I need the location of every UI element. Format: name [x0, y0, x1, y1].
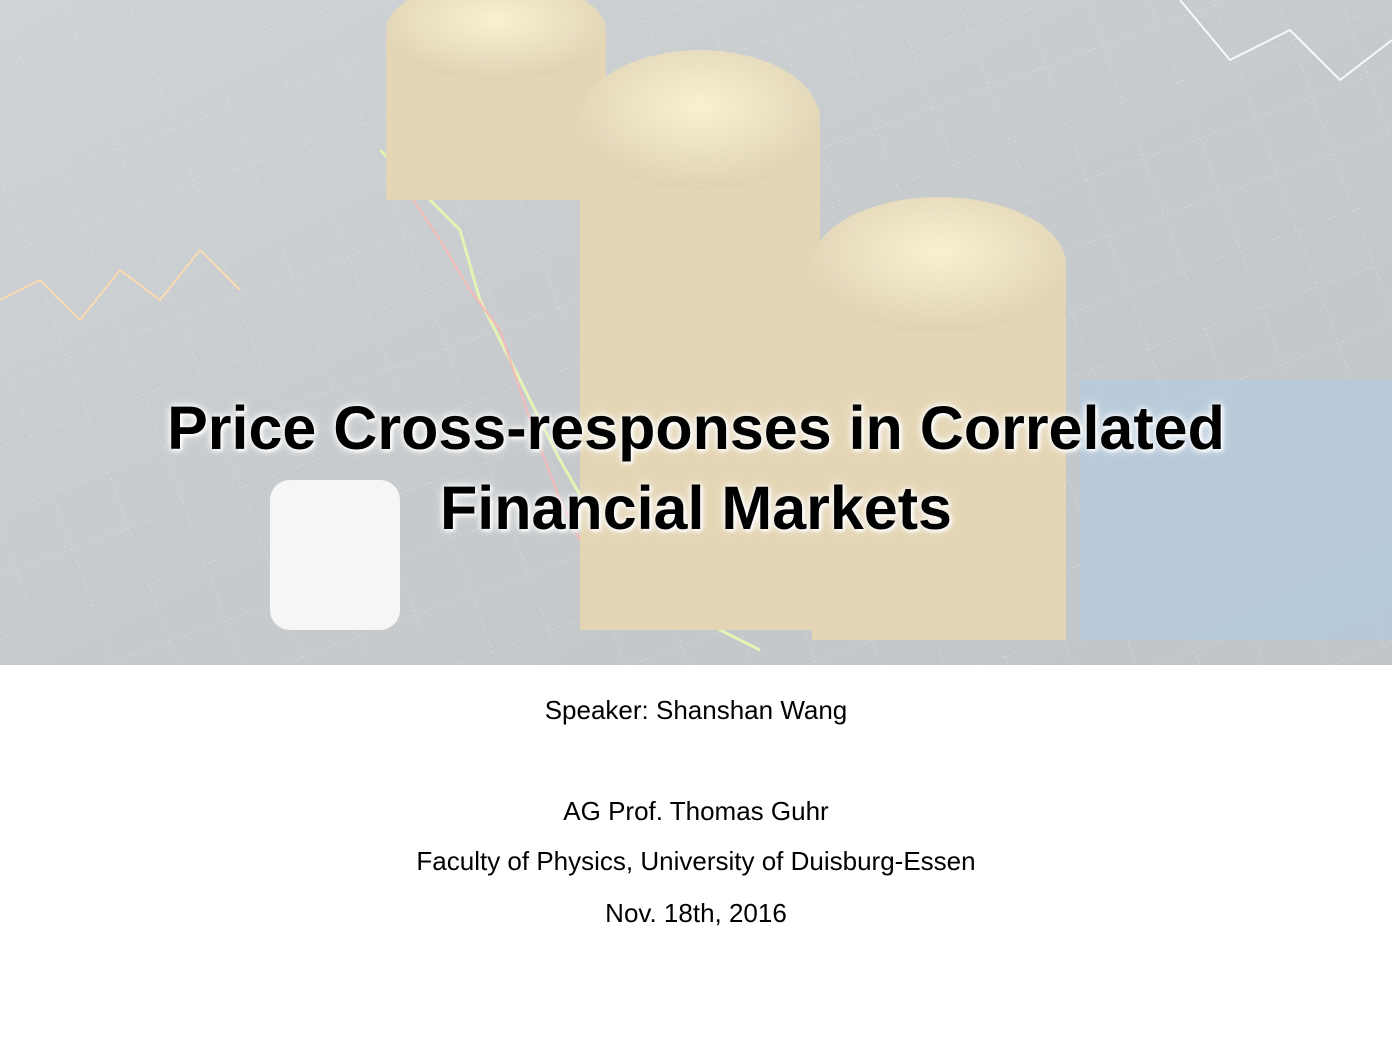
- speaker: Speaker: Shanshan Wang: [544, 695, 848, 725]
- date: Nov. 18th, 2016: [605, 898, 787, 928]
- affiliation-line: Faculty of Physics, University of Duisbu…: [416, 846, 976, 876]
- slide-title: Price Cross-responses in Correlated Fina…: [167, 394, 1242, 542]
- background-image: [0, 0, 1392, 665]
- affiliation-line: AG Prof. Thomas Guhr: [563, 796, 829, 826]
